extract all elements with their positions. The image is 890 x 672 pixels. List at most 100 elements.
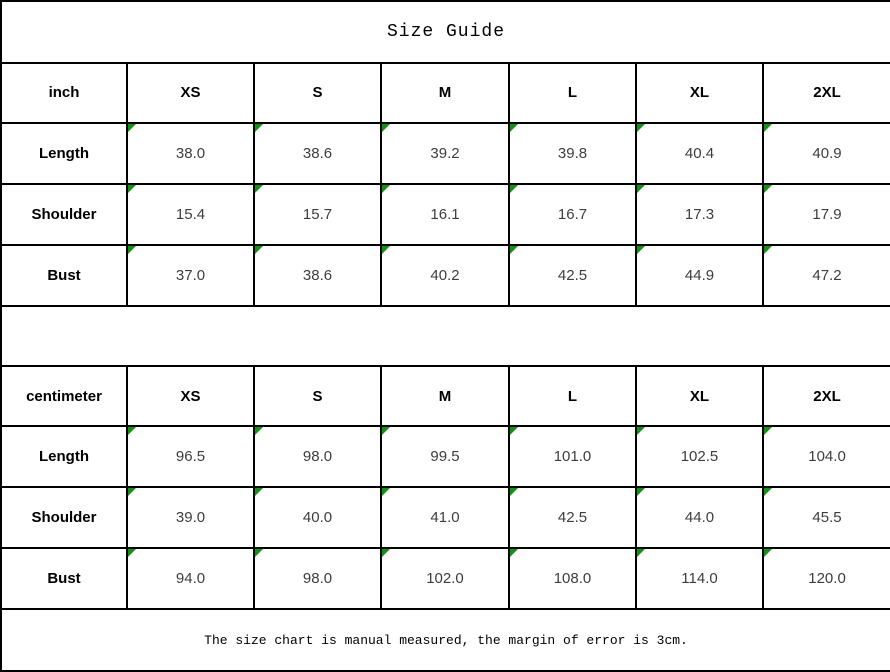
cell-marker-icon — [383, 550, 390, 558]
cell-marker-icon — [511, 124, 518, 132]
row-label: Shoulder — [0, 486, 128, 550]
measurement-cell: 102.5 — [635, 425, 764, 489]
measurement-cell: 39.0 — [126, 486, 255, 550]
measurement-value: 40.4 — [684, 144, 715, 162]
measurement-cell: 37.0 — [126, 243, 255, 307]
cell-marker-icon — [638, 246, 645, 254]
cell-marker-icon — [765, 489, 772, 497]
cell-marker-icon — [129, 489, 136, 497]
table-row: Bust 94.0 98.0 102.0 108.0 114.0 120.0 — [0, 547, 890, 611]
measurement-cell: 45.5 — [761, 486, 890, 550]
measurement-value: 38.6 — [302, 266, 333, 284]
cell-marker-icon — [383, 246, 390, 254]
measurement-value: 44.9 — [684, 266, 715, 284]
cell-marker-icon — [638, 489, 645, 497]
measurement-value: 47.2 — [812, 266, 842, 284]
measurement-value: 102.5 — [680, 448, 719, 466]
measurement-cell: 40.4 — [635, 121, 764, 185]
cell-marker-icon — [256, 185, 263, 193]
size-column-header: 2XL — [761, 61, 890, 124]
row-label: Length — [0, 121, 128, 185]
cell-marker-icon — [765, 550, 772, 558]
table-row: Bust 37.0 38.6 40.2 42.5 44.9 47.2 — [0, 243, 890, 307]
page-title: Size Guide — [0, 0, 890, 64]
row-label: Bust — [0, 547, 128, 611]
cell-marker-icon — [129, 185, 136, 193]
measurement-value: 114.0 — [681, 570, 718, 588]
cell-marker-icon — [638, 124, 645, 132]
size-column-header: XL — [635, 61, 764, 124]
measurement-value: 16.1 — [430, 205, 460, 223]
measurement-cell: 99.5 — [380, 425, 510, 489]
cell-marker-icon — [638, 428, 645, 436]
cell-marker-icon — [129, 550, 136, 558]
cell-marker-icon — [256, 428, 263, 436]
measurement-value: 41.0 — [430, 509, 460, 527]
measurement-value: 120.0 — [808, 570, 846, 588]
measurement-value: 39.8 — [557, 144, 588, 162]
row-label: Length — [0, 425, 128, 489]
cell-marker-icon — [638, 185, 645, 193]
cell-marker-icon — [383, 428, 390, 436]
measurement-value: 39.0 — [175, 509, 206, 527]
unit-header-centimeter: centimeter — [0, 365, 128, 428]
cell-marker-icon — [129, 246, 136, 254]
cell-marker-icon — [129, 428, 136, 436]
measurement-value: 40.9 — [812, 144, 842, 162]
measurement-cell: 114.0 — [635, 547, 764, 611]
measurement-cell: 96.5 — [126, 425, 255, 489]
measurement-cell: 16.1 — [380, 182, 510, 246]
measurement-cell: 120.0 — [761, 547, 890, 611]
cell-marker-icon — [511, 428, 518, 436]
cell-marker-icon — [511, 185, 518, 193]
cell-marker-icon — [765, 246, 772, 254]
measurement-value: 17.9 — [812, 205, 842, 223]
cell-marker-icon — [383, 185, 390, 193]
table-row: Shoulder 39.0 40.0 41.0 42.5 44.0 45.5 — [0, 486, 890, 550]
size-column-header: XS — [126, 61, 255, 124]
measurement-value: 101.0 — [553, 448, 592, 466]
measurement-value: 39.2 — [430, 144, 460, 162]
measurement-cell: 15.4 — [126, 182, 255, 246]
cell-marker-icon — [765, 428, 772, 436]
measurement-cell: 98.0 — [253, 425, 382, 489]
measurement-cell: 17.3 — [635, 182, 764, 246]
measurement-value: 98.0 — [302, 570, 333, 588]
measurement-value: 104.0 — [808, 448, 846, 466]
cell-marker-icon — [383, 489, 390, 497]
unit-header-inch: inch — [0, 61, 128, 124]
measurement-cell: 42.5 — [508, 486, 637, 550]
footer-note: The size chart is manual measured, the m… — [0, 608, 890, 672]
measurement-value: 15.4 — [175, 205, 206, 223]
measurement-cell: 15.7 — [253, 182, 382, 246]
measurement-value: 38.6 — [302, 144, 333, 162]
measurement-cell: 42.5 — [508, 243, 637, 307]
measurement-cell: 39.8 — [508, 121, 637, 185]
size-column-header: XL — [635, 365, 764, 428]
size-column-header: S — [253, 61, 382, 124]
cell-marker-icon — [511, 550, 518, 558]
measurement-cell: 98.0 — [253, 547, 382, 611]
size-column-header: 2XL — [761, 365, 890, 428]
cell-marker-icon — [638, 550, 645, 558]
measurement-cell: 104.0 — [761, 425, 890, 489]
cell-marker-icon — [129, 124, 136, 132]
measurement-cell: 47.2 — [761, 243, 890, 307]
measurement-value: 98.0 — [302, 448, 333, 466]
size-column-header: S — [253, 365, 382, 428]
measurement-cell: 39.2 — [380, 121, 510, 185]
measurement-cell: 44.0 — [635, 486, 764, 550]
measurement-value: 108.0 — [553, 570, 592, 588]
measurement-cell: 41.0 — [380, 486, 510, 550]
measurement-cell: 108.0 — [508, 547, 637, 611]
measurement-value: 45.5 — [812, 509, 842, 527]
cell-marker-icon — [256, 550, 263, 558]
measurement-value: 42.5 — [557, 266, 588, 284]
cell-marker-icon — [511, 246, 518, 254]
measurement-cell: 38.6 — [253, 243, 382, 307]
measurement-value: 94.0 — [175, 570, 206, 588]
row-label: Bust — [0, 243, 128, 307]
measurement-cell: 94.0 — [126, 547, 255, 611]
size-column-header: L — [508, 61, 637, 124]
